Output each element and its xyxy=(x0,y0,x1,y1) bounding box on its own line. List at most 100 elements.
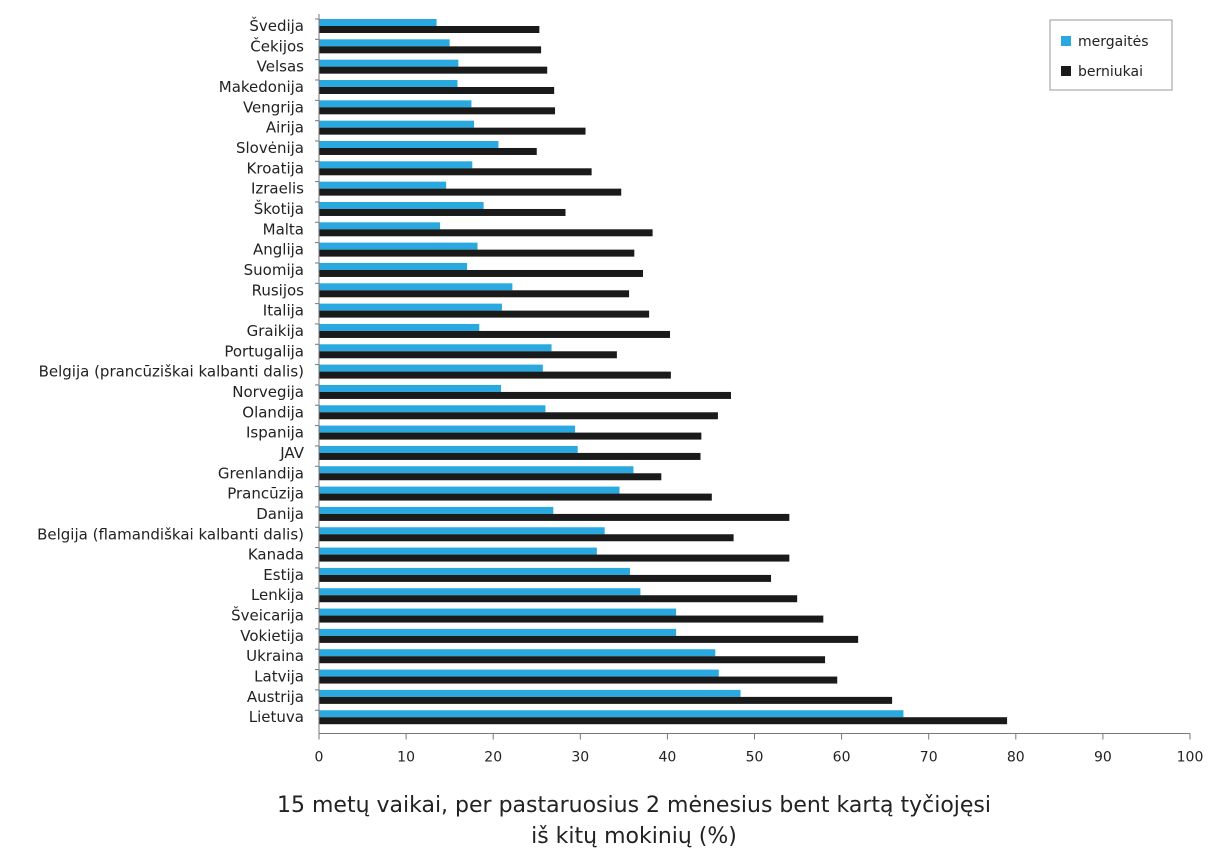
bar-berniukai xyxy=(319,473,662,481)
bar-mergaites xyxy=(319,669,719,677)
x-tick-label: 60 xyxy=(833,750,851,766)
bar-berniukai xyxy=(319,249,635,257)
bar-mergaites xyxy=(319,19,437,26)
bar-berniukai xyxy=(319,412,718,420)
category-label: Šveicarija xyxy=(231,606,304,625)
category-label: Slovėnija xyxy=(236,139,304,157)
category-label: Lietuva xyxy=(249,708,304,726)
bar-mergaites xyxy=(319,486,620,494)
bar-berniukai xyxy=(319,229,653,237)
x-tick-label: 40 xyxy=(658,750,676,766)
bar-berniukai xyxy=(319,656,826,664)
bar-berniukai xyxy=(319,46,542,54)
bar-mergaites xyxy=(319,425,576,433)
category-label: Belgija (prancūziškai kalbanti dalis) xyxy=(39,363,304,381)
legend-swatch-mergaites xyxy=(1061,36,1071,46)
x-tick-label: 80 xyxy=(1007,750,1025,766)
bar-berniukai xyxy=(319,676,838,684)
category-label: Suomija xyxy=(244,261,304,279)
x-tick-label: 100 xyxy=(1177,750,1204,766)
legend: mergaitės berniukai xyxy=(1049,19,1173,91)
bar-berniukai xyxy=(319,310,650,318)
legend-label-berniukai: berniukai xyxy=(1078,64,1143,80)
bar-berniukai xyxy=(319,574,772,582)
bar-mergaites xyxy=(319,384,502,392)
x-tick-label: 0 xyxy=(315,750,324,766)
category-label: Rusijos xyxy=(252,281,305,299)
bar-mergaites xyxy=(319,547,597,555)
bar-mergaites xyxy=(319,608,677,616)
bar-berniukai xyxy=(319,595,798,603)
bar-mergaites xyxy=(319,140,499,148)
bar-mergaites xyxy=(319,283,513,291)
category-label: Makedonija xyxy=(219,78,304,96)
x-tick-label: 30 xyxy=(571,750,589,766)
category-label: Škotija xyxy=(254,199,304,218)
x-axis-title-line-1: 15 metų vaikai, per pastaruosius 2 mėnes… xyxy=(277,793,991,818)
bar-mergaites xyxy=(319,405,546,413)
bar-berniukai xyxy=(319,696,893,704)
category-label: Prancūzija xyxy=(227,485,304,503)
bar-mergaites xyxy=(319,120,475,128)
bar-berniukai xyxy=(319,534,734,542)
bar-berniukai xyxy=(319,290,630,298)
bar-mergaites xyxy=(319,303,502,311)
bar-berniukai xyxy=(319,168,592,176)
category-label: Portugalija xyxy=(224,342,304,360)
bar-mergaites xyxy=(319,506,554,514)
bar-mergaites xyxy=(319,161,473,169)
bar-mergaites xyxy=(319,466,634,474)
bar-berniukai xyxy=(319,717,1008,725)
bar-mergaites xyxy=(319,344,552,352)
category-label: Latvija xyxy=(254,668,304,686)
bar-mergaites xyxy=(319,242,478,250)
category-label: Čekijos xyxy=(250,36,304,55)
bar-berniukai xyxy=(319,371,671,379)
category-label: JAV xyxy=(279,444,304,462)
category-label: Kroatija xyxy=(247,159,304,177)
category-label: Belgija (flamandiškai kalbanti dalis) xyxy=(37,525,304,543)
category-label: Kanada xyxy=(248,546,304,564)
bar-mergaites xyxy=(319,79,458,87)
category-label: Estija xyxy=(263,566,304,584)
x-axis-ticks: 0 10 20 30 40 50 60 70 80 90 100 xyxy=(315,733,1204,766)
legend-box xyxy=(1049,19,1173,91)
category-label: Olandija xyxy=(242,403,304,421)
bar-berniukai xyxy=(319,432,702,440)
category-label: Graikija xyxy=(247,322,304,340)
bar-berniukai xyxy=(319,26,540,33)
category-label: Velsas xyxy=(257,58,304,76)
bar-berniukai xyxy=(319,330,671,338)
x-tick-label: 20 xyxy=(484,750,502,766)
category-label: Danija xyxy=(256,505,304,523)
bar-berniukai xyxy=(319,147,537,155)
bar-berniukai xyxy=(319,107,556,115)
bar-mergaites xyxy=(319,222,441,230)
bar-mergaites xyxy=(319,262,468,270)
bar-berniukai xyxy=(319,391,731,399)
bar-mergaites xyxy=(319,567,630,575)
x-tick-label: 70 xyxy=(920,750,938,766)
bar-berniukai xyxy=(319,493,712,501)
bars-group xyxy=(319,19,1008,725)
bar-mergaites xyxy=(319,527,605,535)
x-axis-title-line-2: iš kitų mokinių (%) xyxy=(531,824,737,849)
bar-berniukai xyxy=(319,513,790,521)
bar-berniukai xyxy=(319,554,790,562)
bar-mergaites xyxy=(319,201,484,209)
category-label: Grenlandija xyxy=(218,464,304,482)
bar-berniukai xyxy=(319,188,622,196)
bar-berniukai xyxy=(319,615,824,623)
category-label: Lenkija xyxy=(251,586,304,604)
bar-mergaites xyxy=(319,689,741,697)
bar-berniukai xyxy=(319,208,566,216)
bar-mergaites xyxy=(319,649,716,657)
category-label: Italija xyxy=(263,302,304,320)
category-label: Vokietija xyxy=(240,627,304,645)
bar-mergaites xyxy=(319,181,447,189)
bar-berniukai xyxy=(319,127,586,135)
bar-berniukai xyxy=(319,66,548,74)
bar-berniukai xyxy=(319,86,555,94)
